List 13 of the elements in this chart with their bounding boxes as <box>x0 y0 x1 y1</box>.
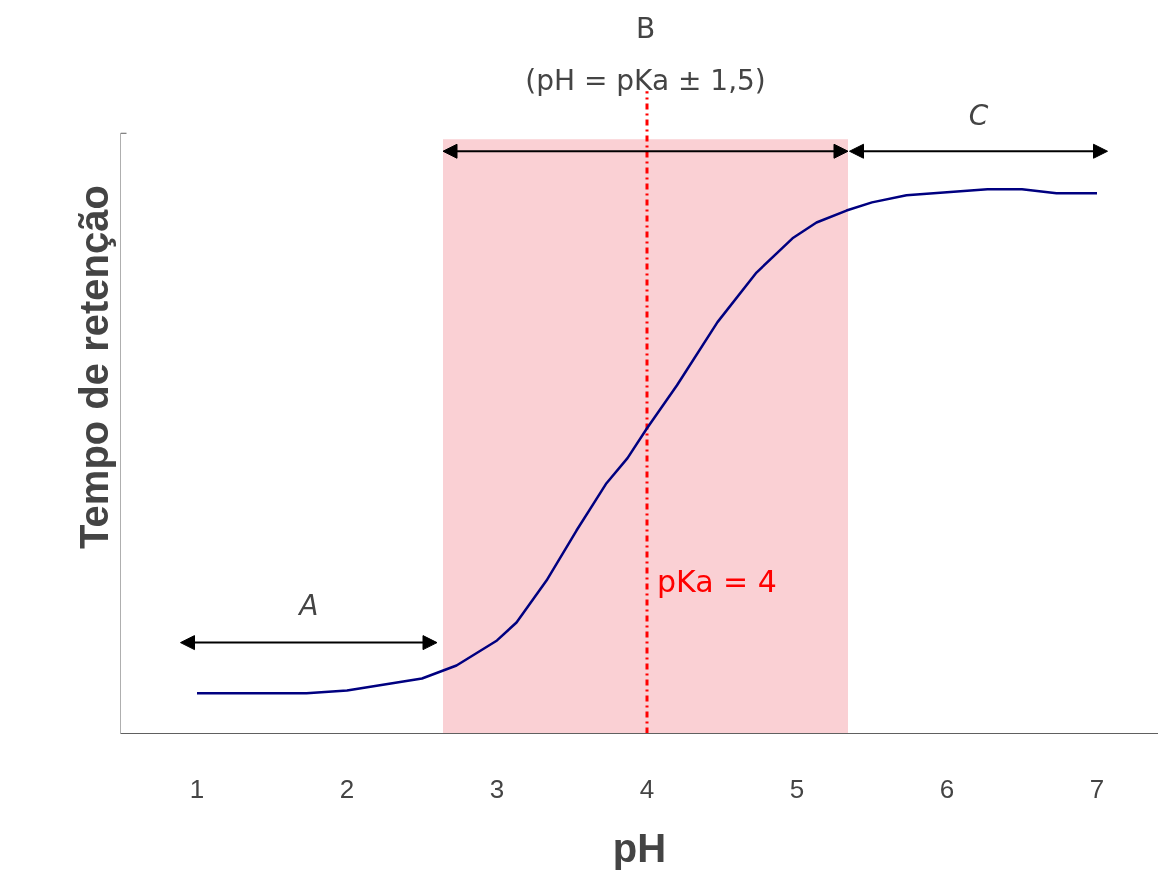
x-tick-label: 4 <box>639 773 655 804</box>
text: C <box>968 98 989 132</box>
x-axis-title: pH <box>612 825 667 870</box>
ref-line-label: pKa = 4 <box>657 563 777 599</box>
x-tick-label: 2 <box>339 773 355 804</box>
x-tick-label: 1 <box>189 773 205 804</box>
annotation: A <box>297 589 319 623</box>
band-label: B (pH = pKa ± 1,5) <box>525 12 766 97</box>
x-tick-label: 7 <box>1089 773 1105 804</box>
x-tick-label: 5 <box>789 773 805 804</box>
x-tick-label: 3 <box>489 773 505 804</box>
y-axis-title: Tempo de retenção <box>71 185 116 549</box>
x-tick-label: 6 <box>939 773 955 804</box>
